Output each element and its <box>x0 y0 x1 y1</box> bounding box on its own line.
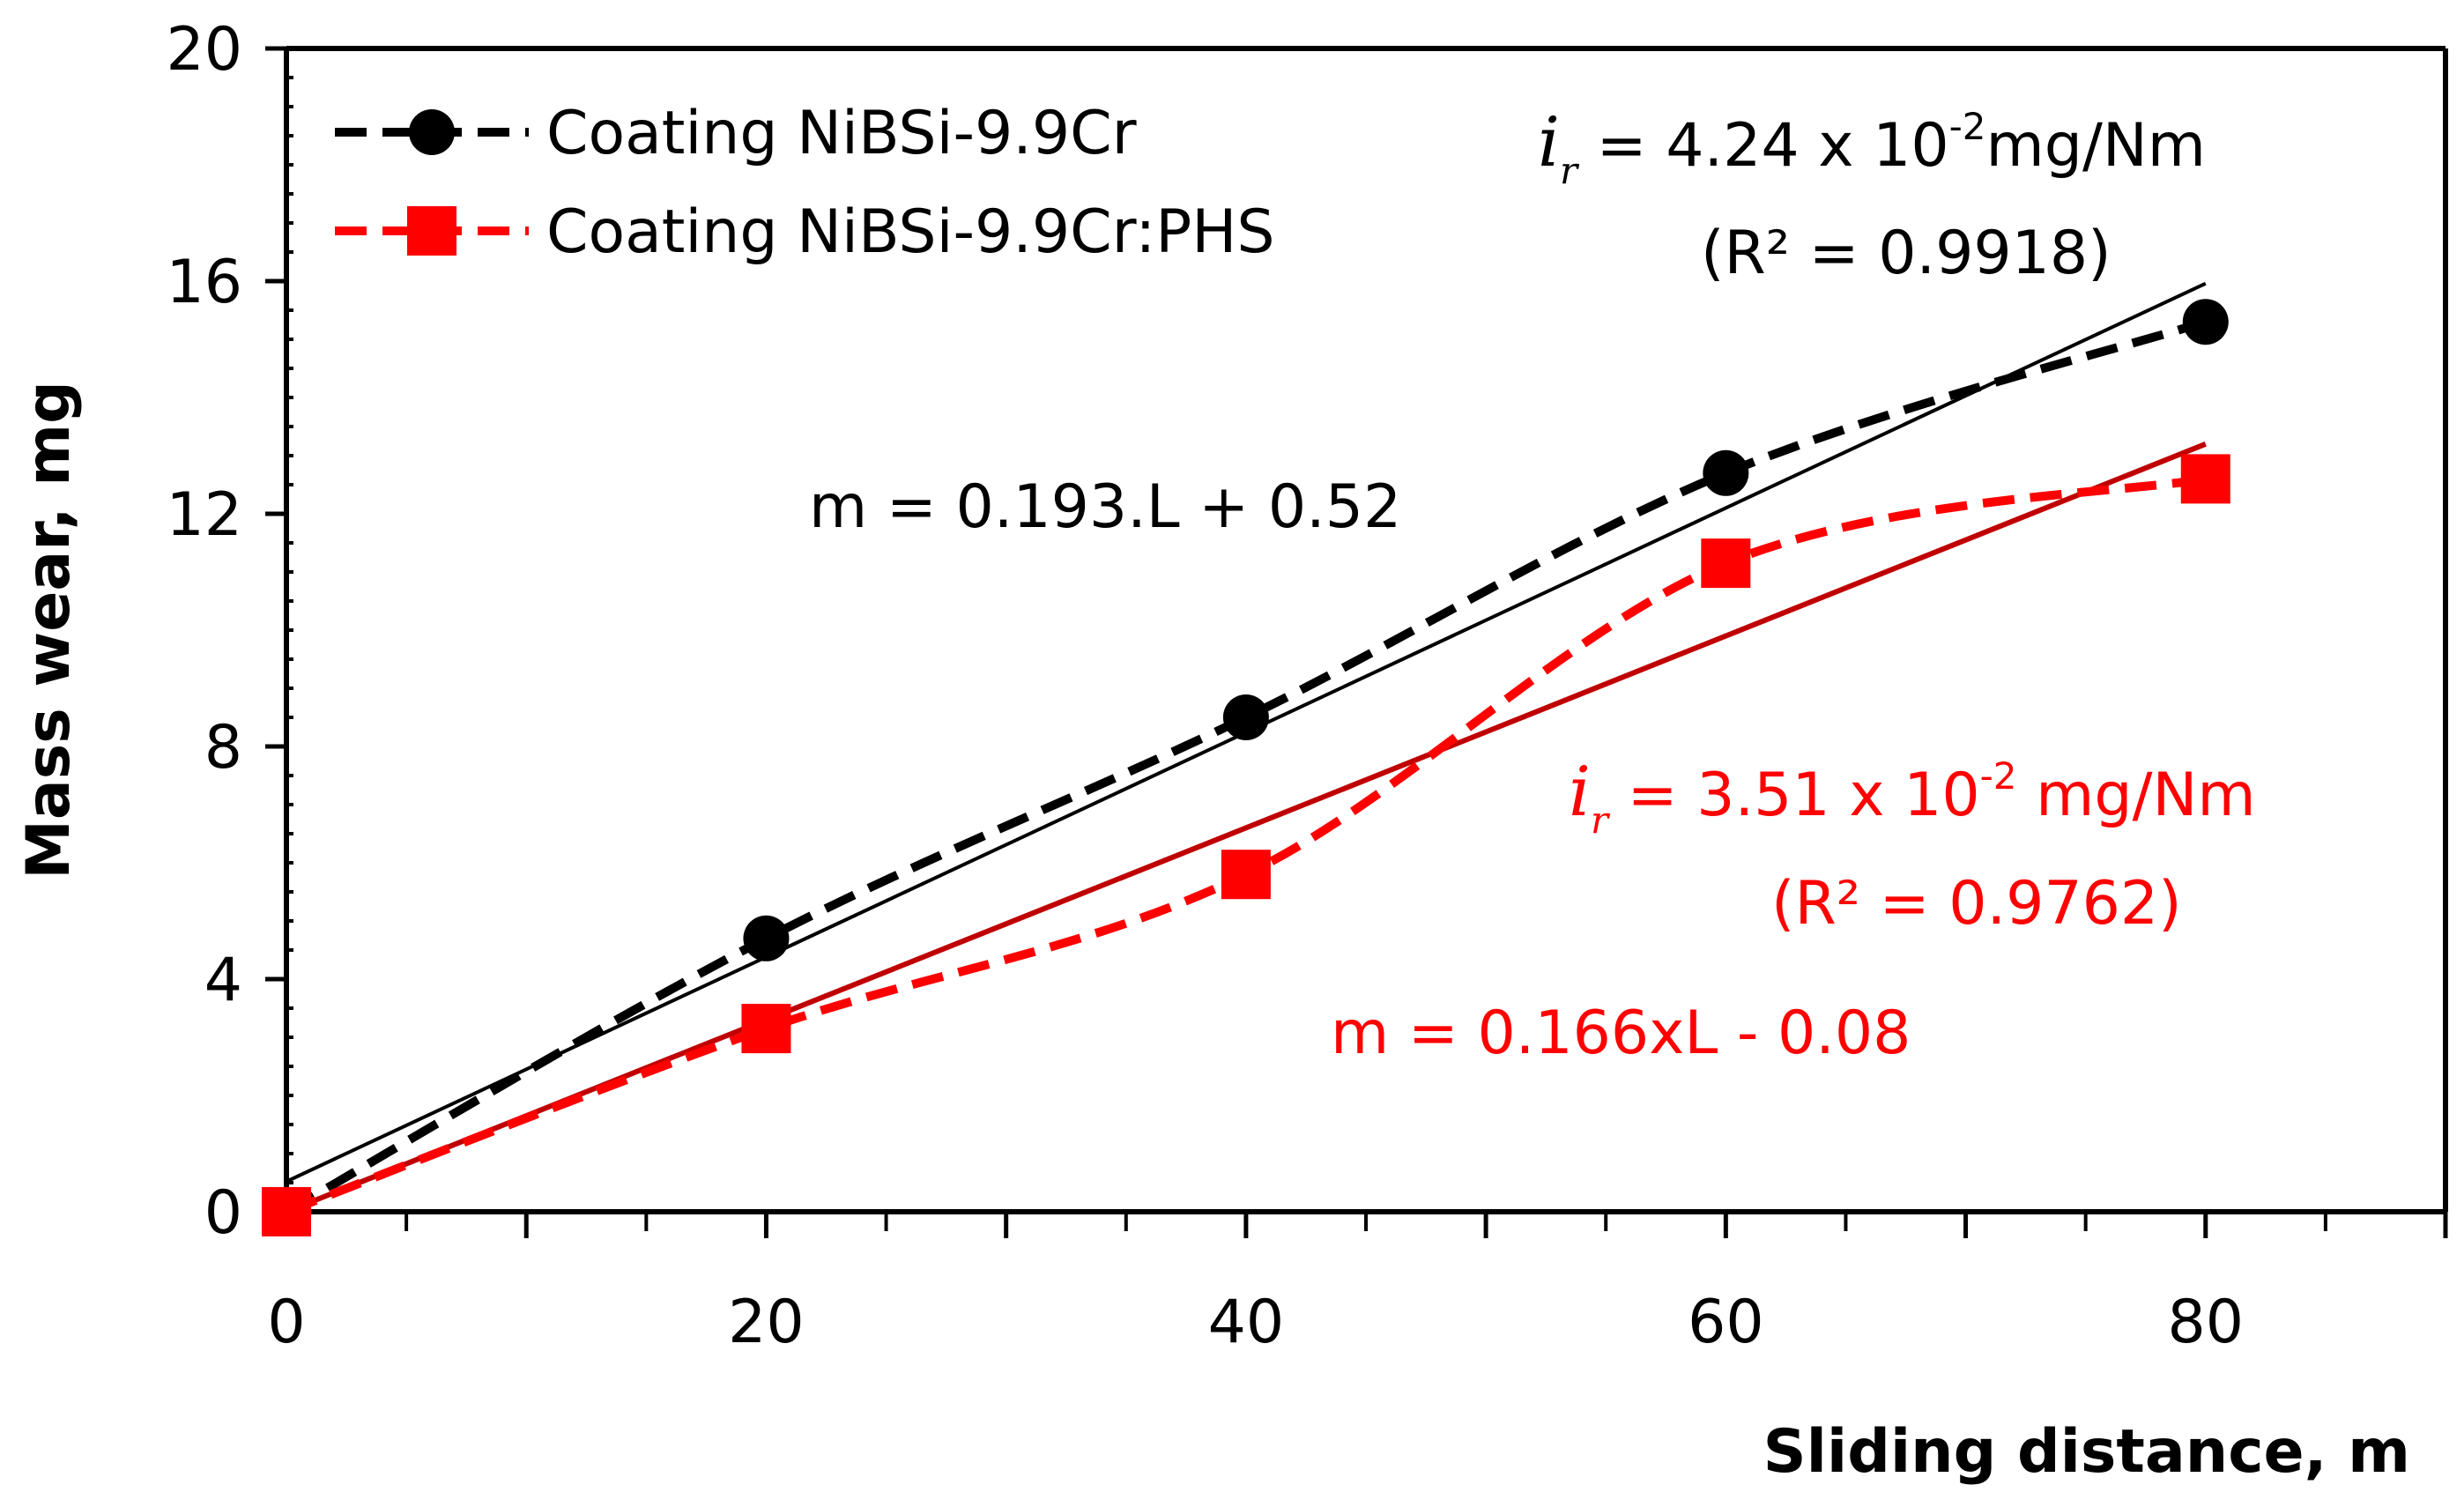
red-rate-unit: mg/Nm <box>2017 761 2256 830</box>
legend: Coating NiBSi-9.9Cr Coating NiBSi-9.9Cr:… <box>335 99 1275 267</box>
data-point-circle <box>2182 299 2229 345</box>
y-axis-title: Mass wear, mg <box>14 381 84 880</box>
red-rate-subscript: r <box>1591 798 1611 842</box>
series-markers <box>262 299 2230 1236</box>
y-tick-label: 8 <box>204 713 242 783</box>
y-tick-label: 12 <box>166 480 242 550</box>
legend-item-red: Coating NiBSi-9.9Cr:PHS <box>335 197 1275 267</box>
red-rate-annotation: ir = 3.51 x 10-2 mg/Nm <box>1569 753 2256 842</box>
red-r2-annotation: (R² = 0.9762) <box>1771 869 2182 939</box>
series-line-red <box>285 474 2207 1216</box>
red-annotations: ir = 3.51 x 10-2 mg/Nm (R² = 0.9762) m =… <box>1331 753 2256 1068</box>
black-rate-exponent: -2 <box>1949 105 1986 148</box>
data-point-circle <box>743 915 790 961</box>
x-tick-label: 60 <box>1688 1288 1764 1357</box>
x-tick-label: 20 <box>728 1288 805 1357</box>
legend-item-black: Coating NiBSi-9.9Cr <box>335 99 1137 168</box>
black-equation-annotation: m = 0.193.L + 0.52 <box>809 472 1401 542</box>
x-tick-label: 0 <box>267 1288 305 1357</box>
trendlines <box>285 281 2207 1214</box>
black-rate-text: = 4.24 x 10 <box>1577 111 1949 181</box>
y-axis-ticks <box>265 46 293 1184</box>
black-rate-subscript: r <box>1560 149 1580 192</box>
data-point-circle <box>1703 449 1749 496</box>
data-point-square <box>1701 538 1751 589</box>
red-rate-exponent: -2 <box>1980 754 2017 798</box>
x-tick-label: 40 <box>1208 1288 1285 1357</box>
black-r2-annotation: (R² = 0.9918) <box>1701 219 2111 288</box>
black-annotations: ir = 4.24 x 10-2mg/Nm (R² = 0.9918) m = … <box>809 103 2206 542</box>
x-axis-tick-labels: 0 20 40 60 80 <box>267 1288 2244 1357</box>
data-point-square <box>741 1004 791 1054</box>
y-tick-label: 4 <box>204 946 242 1015</box>
x-axis-ticks <box>404 1212 2448 1238</box>
data-point-square <box>1221 850 1271 900</box>
black-rate-annotation: ir = 4.24 x 10-2mg/Nm <box>1538 103 2206 192</box>
legend-marker-square <box>407 206 456 256</box>
y-tick-label: 0 <box>204 1178 242 1248</box>
y-tick-label: 16 <box>166 248 242 317</box>
x-axis-title: Sliding distance, m <box>1763 1417 2410 1487</box>
legend-label-red: Coating NiBSi-9.9Cr:PHS <box>546 197 1275 267</box>
y-tick-label: 20 <box>166 15 242 85</box>
red-rate-symbol: i <box>1569 753 1591 832</box>
y-axis-tick-labels: 0 4 8 12 16 20 <box>166 15 242 1248</box>
red-rate-text: = 3.51 x 10 <box>1608 761 1980 830</box>
black-rate-unit: mg/Nm <box>1986 111 2206 181</box>
data-point-square <box>2180 454 2230 504</box>
legend-marker-circle <box>409 109 455 155</box>
series-line-black <box>284 317 2208 1216</box>
red-equation-annotation: m = 0.166xL - 0.08 <box>1331 998 1911 1068</box>
black-rate-symbol: i <box>1538 103 1560 182</box>
legend-label-black: Coating NiBSi-9.9Cr <box>546 99 1137 168</box>
data-point-square <box>262 1187 311 1236</box>
x-tick-label: 80 <box>2168 1288 2245 1357</box>
data-point-circle <box>1222 694 1269 740</box>
